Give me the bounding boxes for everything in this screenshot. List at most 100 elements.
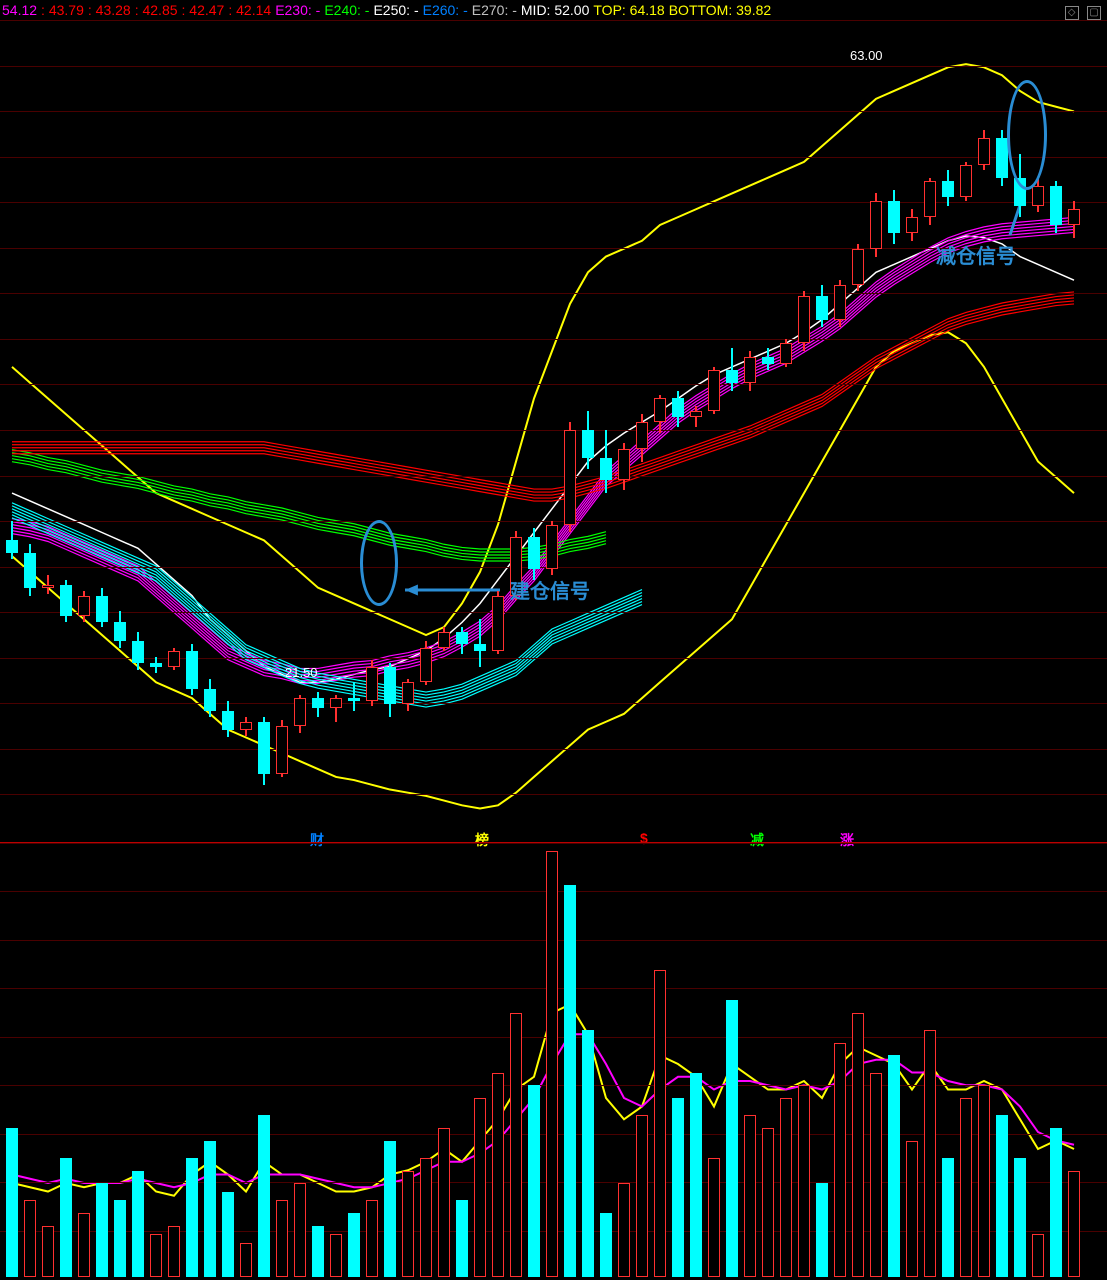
legend-value: : 42.85 xyxy=(135,2,178,18)
volume-bar xyxy=(726,1000,738,1277)
volume-bar xyxy=(870,1073,882,1277)
legend-value: E240: - xyxy=(324,2,369,18)
volume-bar xyxy=(798,1085,810,1277)
legend-value: : 42.14 xyxy=(228,2,271,18)
volume-bar xyxy=(132,1171,144,1278)
volume-bar xyxy=(744,1115,756,1277)
volume-bar xyxy=(600,1213,612,1277)
volume-bar xyxy=(1068,1171,1080,1278)
volume-bar xyxy=(222,1192,234,1277)
signal-marker-exit xyxy=(1007,80,1047,190)
legend-value: MID: 52.00 xyxy=(521,2,589,18)
grid-line xyxy=(0,202,1107,203)
indicator-legend: 54.12: 43.79: 43.28: 42.85: 42.47: 42.14… xyxy=(2,2,775,18)
volume-bar xyxy=(564,885,576,1277)
grid-line xyxy=(0,111,1107,112)
legend-value: : 42.47 xyxy=(182,2,225,18)
volume-bar xyxy=(258,1115,270,1277)
volume-bar xyxy=(978,1085,990,1277)
volume-bar xyxy=(762,1128,774,1277)
grid-line xyxy=(0,430,1107,431)
volume-bar xyxy=(456,1200,468,1277)
config-icon[interactable]: ◇ xyxy=(1065,6,1079,20)
volume-bar xyxy=(96,1183,108,1277)
grid-line xyxy=(0,157,1107,158)
grid-line xyxy=(0,20,1107,21)
volume-bar xyxy=(942,1158,954,1277)
volume-bar xyxy=(294,1183,306,1277)
volume-bar xyxy=(402,1171,414,1278)
volume-bar xyxy=(330,1234,342,1277)
volume-bar xyxy=(996,1115,1008,1277)
volume-bar xyxy=(60,1158,72,1277)
volume-bar xyxy=(276,1200,288,1277)
price-label: 63.00 xyxy=(850,48,883,63)
volume-bar xyxy=(546,851,558,1277)
volume-bar xyxy=(816,1183,828,1277)
volume-bar xyxy=(528,1085,540,1277)
volume-bar xyxy=(186,1158,198,1277)
grid-line xyxy=(0,658,1107,659)
legend-value: E270: - xyxy=(472,2,517,18)
indicator-line xyxy=(12,304,1074,501)
legend-value: BOTTOM: 39.82 xyxy=(669,2,771,18)
grid-line xyxy=(0,794,1107,795)
volume-bar xyxy=(384,1141,396,1277)
signal-marker-entry xyxy=(360,520,398,606)
volume-chart[interactable] xyxy=(0,842,1107,1278)
volume-bar xyxy=(6,1128,18,1277)
grid-line xyxy=(0,843,1107,844)
price-chart[interactable]: 63.00 21.50 建仓信号 减仓信号 xyxy=(0,20,1107,840)
minimize-icon[interactable]: ▢ xyxy=(1087,6,1101,20)
grid-line xyxy=(0,66,1107,67)
grid-line xyxy=(0,703,1107,704)
volume-bar xyxy=(618,1183,630,1277)
volume-bar xyxy=(690,1073,702,1277)
indicator-line xyxy=(12,232,1074,683)
legend-value: : 43.28 xyxy=(88,2,131,18)
volume-bar xyxy=(24,1200,36,1277)
volume-bar xyxy=(582,1030,594,1277)
volume-bar xyxy=(78,1213,90,1277)
volume-bar xyxy=(1032,1234,1044,1277)
annotation-label-entry: 建仓信号 xyxy=(510,575,590,604)
volume-bar xyxy=(348,1213,360,1277)
legend-value: E250: - xyxy=(373,2,418,18)
indicator-line xyxy=(12,64,1074,635)
volume-bar xyxy=(42,1226,54,1277)
volume-bar xyxy=(366,1200,378,1277)
grid-line xyxy=(0,384,1107,385)
volume-bar xyxy=(510,1013,522,1277)
grid-line xyxy=(0,612,1107,613)
volume-bar xyxy=(312,1226,324,1277)
indicator-line xyxy=(12,292,1074,489)
volume-bar xyxy=(888,1055,900,1277)
annotation-arrow xyxy=(405,585,500,596)
annotation-label-exit: 减仓信号 xyxy=(936,240,1016,269)
volume-bar xyxy=(168,1226,180,1277)
volume-bar xyxy=(654,970,666,1277)
grid-line xyxy=(0,521,1107,522)
price-label: 21.50 xyxy=(285,665,318,680)
volume-bar xyxy=(960,1098,972,1277)
volume-bar xyxy=(924,1030,936,1277)
indicator-line xyxy=(12,223,1074,674)
volume-bar xyxy=(780,1098,792,1277)
legend-value: 54.12 xyxy=(2,2,37,18)
volume-bar xyxy=(672,1098,684,1277)
volume-bar xyxy=(150,1234,162,1277)
volume-bar xyxy=(906,1141,918,1277)
volume-bar xyxy=(834,1043,846,1277)
legend-value: E260: - xyxy=(423,2,468,18)
volume-bar xyxy=(492,1073,504,1277)
volume-bar xyxy=(1050,1128,1062,1277)
legend-value: : 43.79 xyxy=(41,2,84,18)
grid-line xyxy=(0,749,1107,750)
grid-line xyxy=(0,339,1107,340)
volume-bar xyxy=(708,1158,720,1277)
legend-value: TOP: 64.18 xyxy=(593,2,664,18)
volume-bar xyxy=(1014,1158,1026,1277)
grid-line xyxy=(0,476,1107,477)
chart-controls: ◇ ▢ xyxy=(1061,2,1101,20)
volume-bar xyxy=(636,1115,648,1277)
